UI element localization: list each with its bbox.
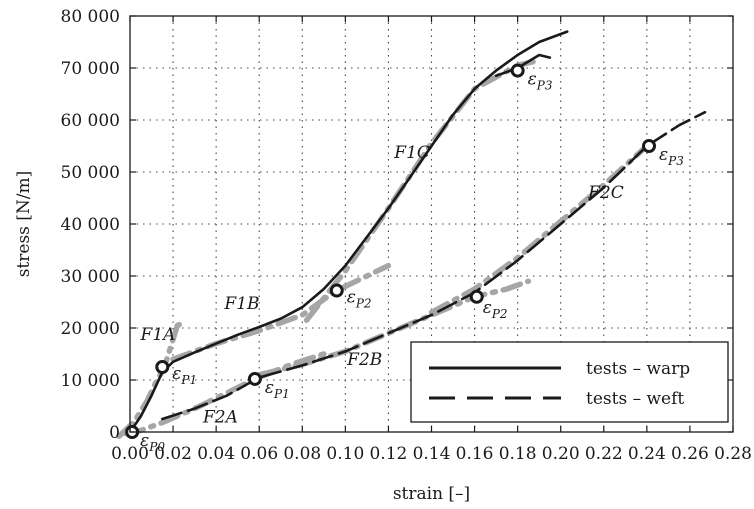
curve-annotation: F1B — [223, 294, 259, 314]
y-tick-labels: 0 10 000 20 000 30 000 40 000 50 000 60 000 70 … — [61, 7, 120, 443]
y-tick-label: 70 000 — [61, 59, 120, 79]
y-tick-label: 10 000 — [61, 371, 120, 391]
marker-label: εP2 — [483, 298, 508, 321]
marker-label: εP2 — [347, 288, 372, 311]
x-tick-label: 0.06 — [240, 444, 278, 464]
curve-annotation: F2B — [346, 350, 382, 370]
series-line-tests-warp — [128, 30, 569, 434]
marker-label: εP3 — [528, 70, 553, 93]
legend-label-warp: tests – warp — [586, 359, 690, 379]
y-tick-label: 40 000 — [61, 215, 120, 235]
x-tick-label: 0.08 — [283, 444, 321, 464]
x-tick-label: 0.02 — [154, 444, 192, 464]
series-line-tests-weft — [161, 110, 707, 421]
annotation-layer: F1A F1B F1C F2A F2B F2C — [140, 143, 624, 428]
x-tick-label: 0.18 — [499, 444, 537, 464]
series-line-f2c — [428, 143, 650, 316]
marker-label: εP1 — [265, 378, 290, 401]
series-layer — [116, 30, 707, 439]
x-tick-label: 0.22 — [585, 444, 623, 464]
x-tick-label: 0.16 — [456, 444, 494, 464]
y-tick-label: 30 000 — [61, 267, 120, 287]
x-tick-label: 0.12 — [369, 444, 407, 464]
curve-annotation: F2C — [587, 183, 624, 203]
legend-box — [410, 341, 729, 423]
curve-annotation: F2A — [202, 408, 238, 428]
legend: tests – warp tests – weft — [410, 341, 729, 423]
y-tick-label: 50 000 — [61, 163, 120, 183]
y-axis-label: stress [N/m] — [14, 171, 34, 278]
ticks — [129, 15, 734, 433]
y-tick-label: 60 000 — [61, 111, 120, 131]
series-line-f1c — [303, 57, 542, 323]
y-tick-label: 80 000 — [61, 7, 120, 27]
x-tick-label: 0.10 — [326, 444, 364, 464]
y-tick-label: 0 — [109, 423, 120, 443]
x-axis-label: strain [–] — [393, 484, 470, 504]
x-tick-label: 0.20 — [542, 444, 580, 464]
proportionality-marker — [469, 289, 484, 304]
series-line-f2b — [256, 278, 532, 378]
proportionality-marker — [247, 371, 262, 386]
y-tick-label: 20 000 — [61, 319, 120, 339]
marker-label: εP1 — [172, 364, 197, 387]
x-tick-label: 0.26 — [671, 444, 709, 464]
marker-label: εP3 — [659, 145, 684, 168]
proportionality-marker — [155, 360, 170, 374]
x-tick-labels: 0.00 0.02 0.04 0.06 0.08 0.10 0.12 0.14 0.16 0.18… — [111, 444, 752, 464]
marker-label: εP0 — [140, 431, 165, 454]
x-tick-label: 0.04 — [197, 444, 235, 464]
x-tick-label: 0.14 — [413, 444, 451, 464]
legend-label-weft: tests – weft — [586, 389, 684, 409]
x-tick-label: 0.28 — [714, 444, 752, 464]
proportionality-marker — [642, 139, 657, 153]
series-line-tests-warp — [494, 53, 552, 78]
x-tick-label: 0.24 — [628, 444, 666, 464]
proportionality-marker — [329, 283, 344, 298]
curve-annotation: F1A — [140, 325, 176, 345]
proportionality-marker — [510, 63, 525, 78]
curve-annotation: F1C — [393, 143, 430, 163]
x-tick-label: 0.00 — [111, 444, 149, 464]
